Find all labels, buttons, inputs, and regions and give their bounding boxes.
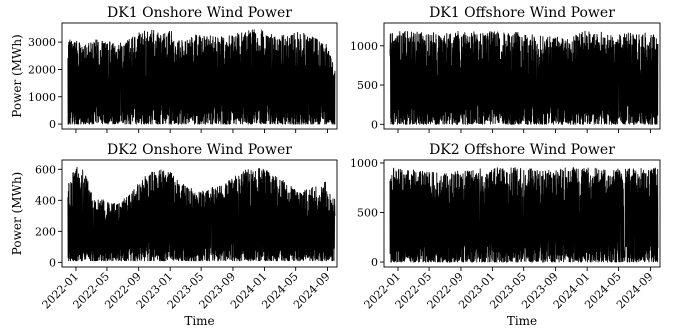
y-tick-label: 3000 (28, 36, 56, 49)
series-line-1 (67, 29, 336, 125)
plot-frame (61, 22, 338, 130)
y-tick-label: 1000 (28, 91, 56, 104)
panel-title: DK2 Offshore Wind Power (429, 142, 615, 158)
y-tick-label: 200 (35, 225, 56, 238)
chart-panel-4: DK2 Offshore Wind Power050010002022-0120… (350, 142, 661, 328)
y-tick-label: 400 (35, 194, 56, 207)
y-tick-label: 600 (35, 163, 56, 176)
panel-title: DK1 Onshore Wind Power (107, 5, 292, 21)
series-line-4 (389, 167, 659, 263)
y-tick-label: 1000 (350, 157, 378, 170)
chart-panel-2: DK1 Offshore Wind Power 0 500 1000 (350, 5, 661, 133)
series-line-3 (67, 166, 336, 262)
plot-frame (61, 159, 338, 268)
y-tick-label: 0 (49, 256, 56, 269)
series-line-2 (389, 30, 659, 125)
plot-frame (383, 22, 661, 130)
chart-panel-1: DK1 Onshore Wind Power 0 1000 2000 3000 Power… (10, 5, 338, 133)
y-tick-label: 1000 (350, 40, 378, 53)
x-axis-label: Time (184, 314, 214, 328)
y-tick-label: 0 (371, 118, 378, 131)
y-tick-label: 2000 (28, 63, 56, 76)
y-axis-label: Power (MWh) (10, 172, 24, 255)
y-axis-label: Power (MWh) (10, 34, 24, 117)
x-axis-label: Time (507, 314, 537, 328)
y-tick-label: 500 (357, 79, 378, 92)
chart-panel-3: DK2 Onshore Wind Power 0 200 400 600 Power (M… (10, 142, 338, 328)
y-tick-label: 0 (49, 118, 56, 131)
y-tick-label: 500 (357, 207, 378, 220)
panel-title: DK2 Onshore Wind Power (107, 142, 292, 158)
panel-title: DK1 Offshore Wind Power (429, 5, 615, 21)
y-tick-label: 0 (371, 256, 378, 269)
plot-frame (383, 159, 661, 268)
